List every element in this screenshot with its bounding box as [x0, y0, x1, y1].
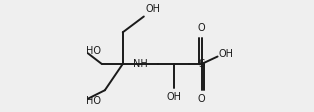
Text: HO: HO [86, 46, 101, 56]
Text: S: S [198, 59, 205, 69]
Text: OH: OH [146, 4, 161, 14]
Text: OH: OH [167, 92, 182, 102]
Text: OH: OH [219, 49, 234, 59]
Text: HO: HO [86, 96, 101, 106]
Text: O: O [198, 23, 206, 33]
Text: O: O [198, 94, 206, 104]
Text: NH: NH [133, 59, 148, 69]
